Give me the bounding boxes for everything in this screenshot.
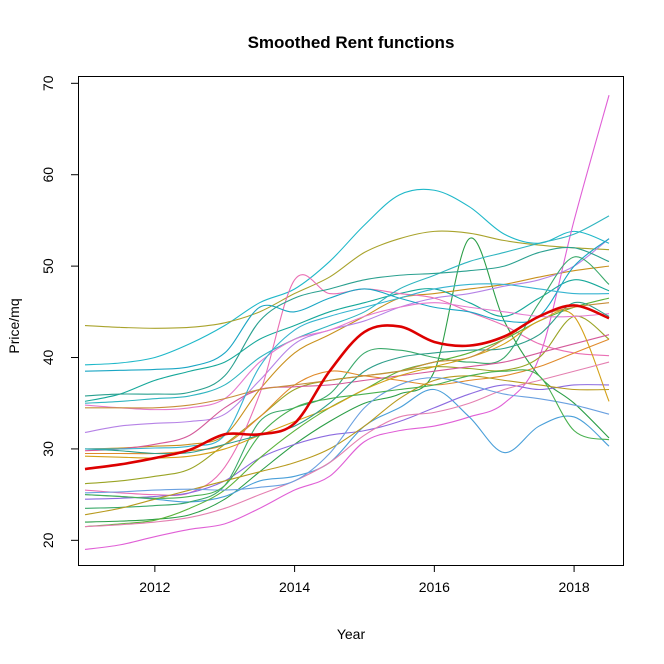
series-line-7 [84,238,610,434]
series-line-24 [84,246,610,397]
series-line-26 [84,369,610,499]
series-line-8 [84,279,610,402]
y-tick-label: 50 [40,258,56,274]
series-layer [84,95,610,551]
series-line-23 [84,377,610,494]
series-line-2 [84,230,610,329]
x-tick-label: 2012 [139,579,170,595]
series-line-21 [84,375,610,516]
series-line-17 [84,215,610,404]
x-axis-label: Year [337,626,366,642]
mean-series-layer [84,304,610,471]
series-line-14 [84,384,610,500]
x-tick-label: 2018 [559,579,590,595]
x-tick-label: 2016 [419,579,450,595]
y-tick-label: 20 [40,532,56,548]
x-tick-label: 2014 [279,579,310,595]
series-line-19 [84,302,610,411]
mean-series-line [84,304,610,471]
series-line-16 [84,297,610,528]
series-line-4 [84,237,610,523]
y-tick-label: 60 [40,167,56,183]
series-line-10 [84,274,610,496]
y-tick-label: 30 [40,441,56,457]
series-line-11 [84,238,610,372]
plot-frame [78,76,624,566]
series-line-1 [84,188,610,366]
series-line-13 [84,338,610,455]
y-axis-label: Price/mq [6,298,22,353]
series-line-5 [84,388,610,503]
chart-title: Smoothed Rent functions [248,33,455,52]
series-line-22 [84,361,610,528]
y-tick-label: 40 [40,350,56,366]
series-line-27 [84,283,610,450]
series-line-6 [84,265,610,450]
series-line-15 [84,334,610,452]
y-tick-label: 70 [40,75,56,91]
series-line-18 [84,310,610,459]
